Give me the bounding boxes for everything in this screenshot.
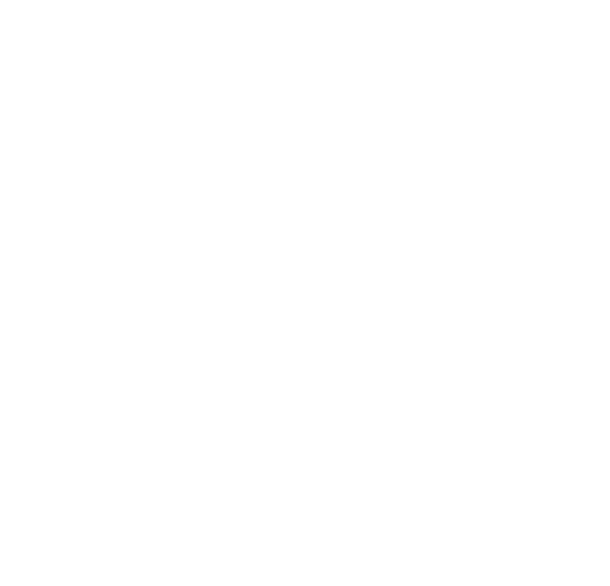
Text: d: d: [317, 551, 329, 569]
Text: a: a: [15, 261, 27, 279]
Text: c: c: [15, 551, 26, 569]
Text: b: b: [317, 261, 330, 279]
